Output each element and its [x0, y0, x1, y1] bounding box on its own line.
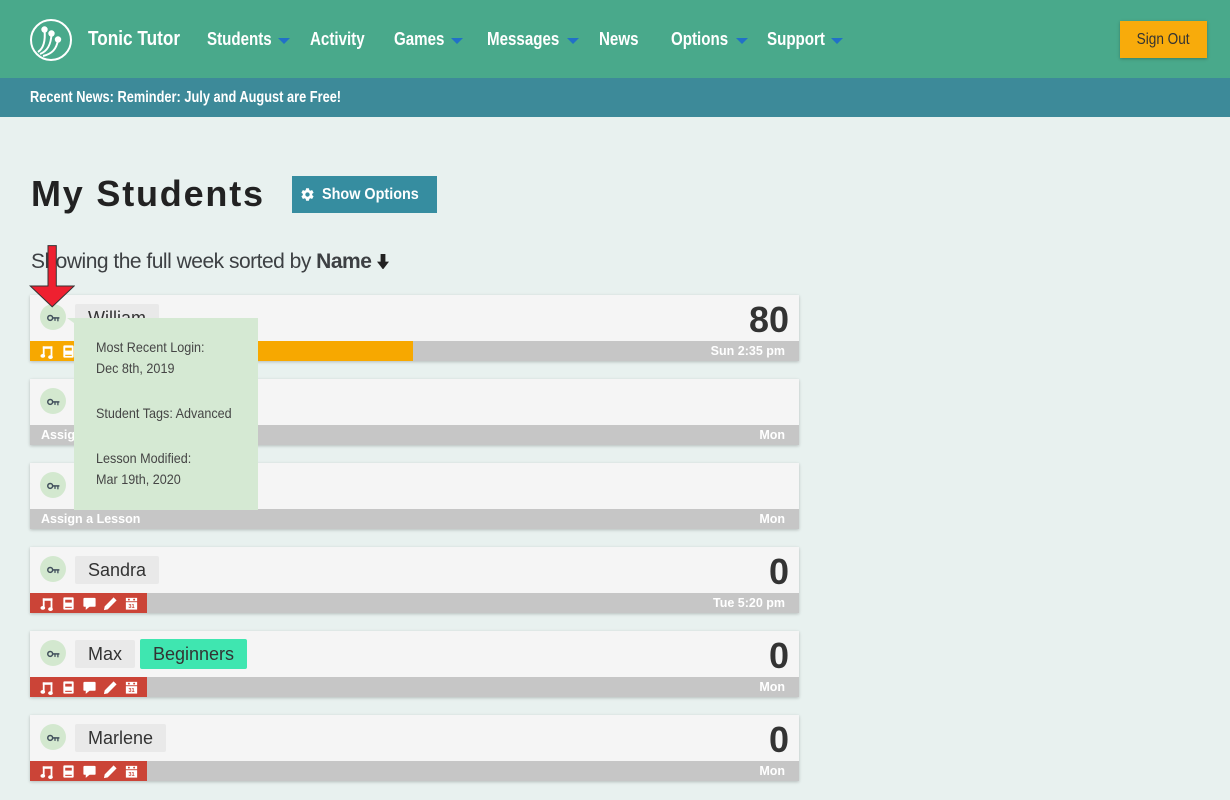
svg-text:31: 31 — [128, 603, 134, 609]
svg-text:31: 31 — [128, 687, 134, 693]
svg-text:31: 31 — [128, 771, 134, 777]
